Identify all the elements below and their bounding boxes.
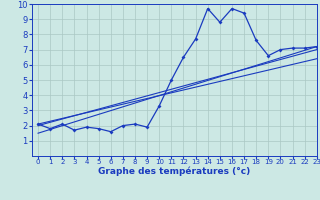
X-axis label: Graphe des températures (°c): Graphe des températures (°c) <box>98 166 251 176</box>
